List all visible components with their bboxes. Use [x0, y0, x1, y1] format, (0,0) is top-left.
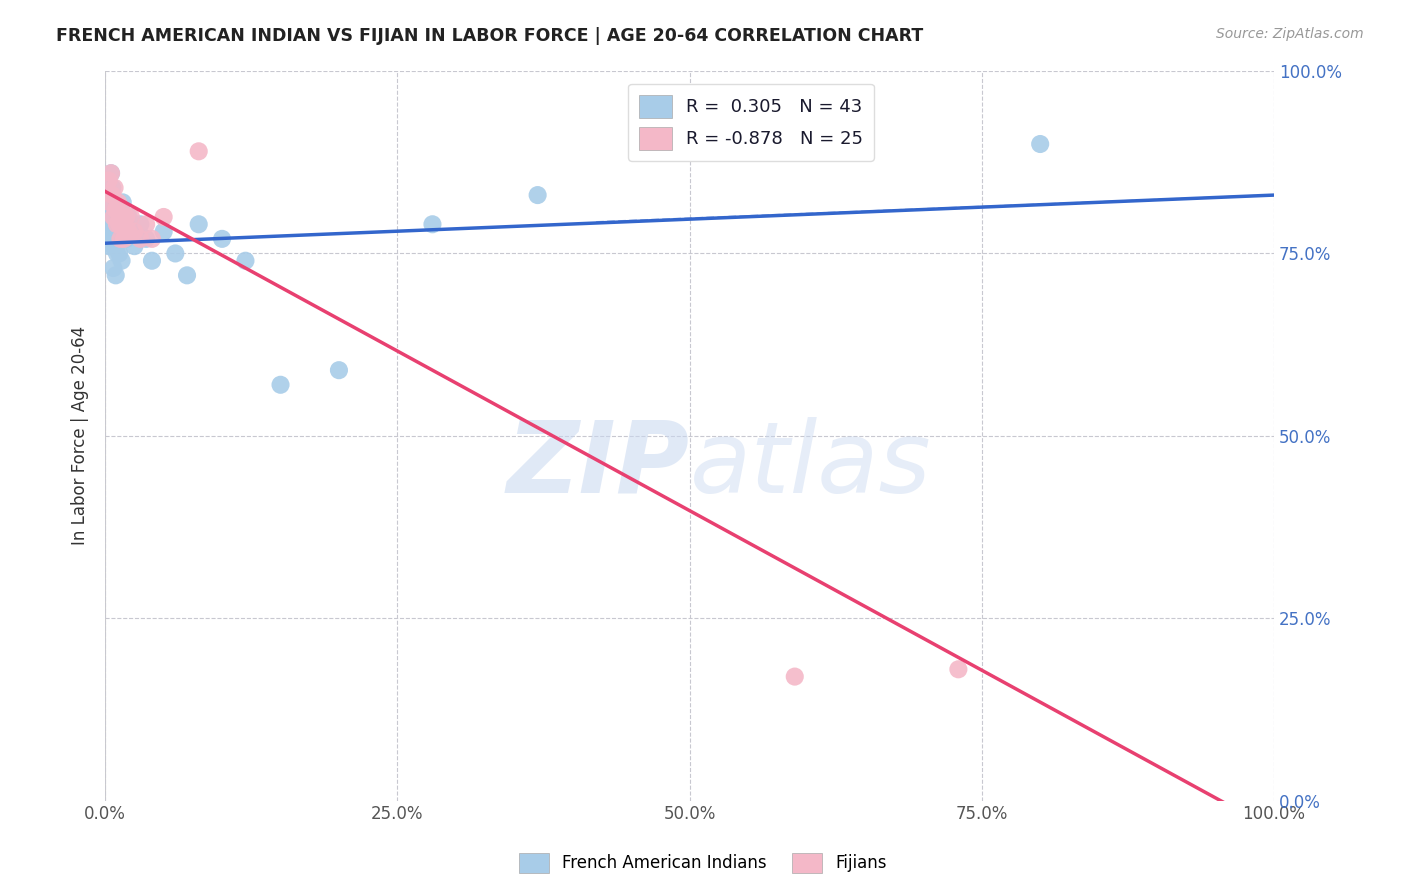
Point	[948, 662, 970, 676]
Point	[104, 239, 127, 253]
Point	[97, 217, 120, 231]
Point	[141, 232, 163, 246]
Point	[103, 225, 125, 239]
Point	[105, 210, 128, 224]
Legend: R =  0.305   N = 43, R = -0.878   N = 25: R = 0.305 N = 43, R = -0.878 N = 25	[628, 84, 875, 161]
Point	[110, 232, 132, 246]
Point	[105, 246, 128, 260]
Text: FRENCH AMERICAN INDIAN VS FIJIAN IN LABOR FORCE | AGE 20-64 CORRELATION CHART: FRENCH AMERICAN INDIAN VS FIJIAN IN LABO…	[56, 27, 924, 45]
Point	[120, 210, 142, 224]
Point	[141, 253, 163, 268]
Point	[187, 217, 209, 231]
Point	[211, 232, 233, 246]
Y-axis label: In Labor Force | Age 20-64: In Labor Force | Age 20-64	[72, 326, 89, 545]
Point	[107, 195, 129, 210]
Text: ZIP: ZIP	[506, 417, 689, 514]
Point	[117, 210, 139, 224]
Point	[101, 181, 124, 195]
Point	[100, 166, 122, 180]
Point	[101, 210, 124, 224]
Point	[110, 253, 132, 268]
Point	[108, 217, 131, 231]
Point	[110, 202, 132, 217]
Legend: French American Indians, Fijians: French American Indians, Fijians	[512, 847, 894, 880]
Point	[103, 260, 125, 275]
Point	[111, 195, 134, 210]
Point	[112, 232, 135, 246]
Point	[105, 217, 128, 231]
Point	[97, 173, 120, 187]
Point	[108, 246, 131, 260]
Point	[176, 268, 198, 283]
Point	[124, 225, 146, 239]
Text: Source: ZipAtlas.com: Source: ZipAtlas.com	[1216, 27, 1364, 41]
Point	[100, 166, 122, 180]
Point	[98, 195, 121, 210]
Point	[101, 188, 124, 202]
Point	[129, 217, 152, 231]
Point	[103, 217, 125, 231]
Point	[96, 195, 118, 210]
Text: atlas: atlas	[689, 417, 931, 514]
Point	[115, 232, 138, 246]
Point	[103, 195, 125, 210]
Point	[1029, 136, 1052, 151]
Point	[97, 239, 120, 253]
Point	[187, 145, 209, 159]
Point	[98, 210, 121, 224]
Point	[115, 210, 138, 224]
Point	[120, 225, 142, 239]
Point	[135, 232, 157, 246]
Point	[235, 253, 257, 268]
Point	[112, 217, 135, 231]
Point	[117, 225, 139, 239]
Point	[129, 232, 152, 246]
Point	[100, 225, 122, 239]
Point	[111, 217, 134, 231]
Point	[783, 670, 806, 684]
Point	[270, 377, 292, 392]
Point	[526, 188, 548, 202]
Point	[98, 232, 121, 246]
Point	[103, 210, 125, 224]
Point	[100, 188, 122, 202]
Point	[152, 225, 174, 239]
Point	[422, 217, 444, 231]
Point	[328, 363, 350, 377]
Point	[103, 181, 125, 195]
Point	[104, 202, 127, 217]
Point	[107, 232, 129, 246]
Point	[124, 239, 146, 253]
Point	[165, 246, 187, 260]
Point	[135, 217, 157, 231]
Point	[152, 210, 174, 224]
Point	[103, 239, 125, 253]
Point	[110, 225, 132, 239]
Point	[104, 268, 127, 283]
